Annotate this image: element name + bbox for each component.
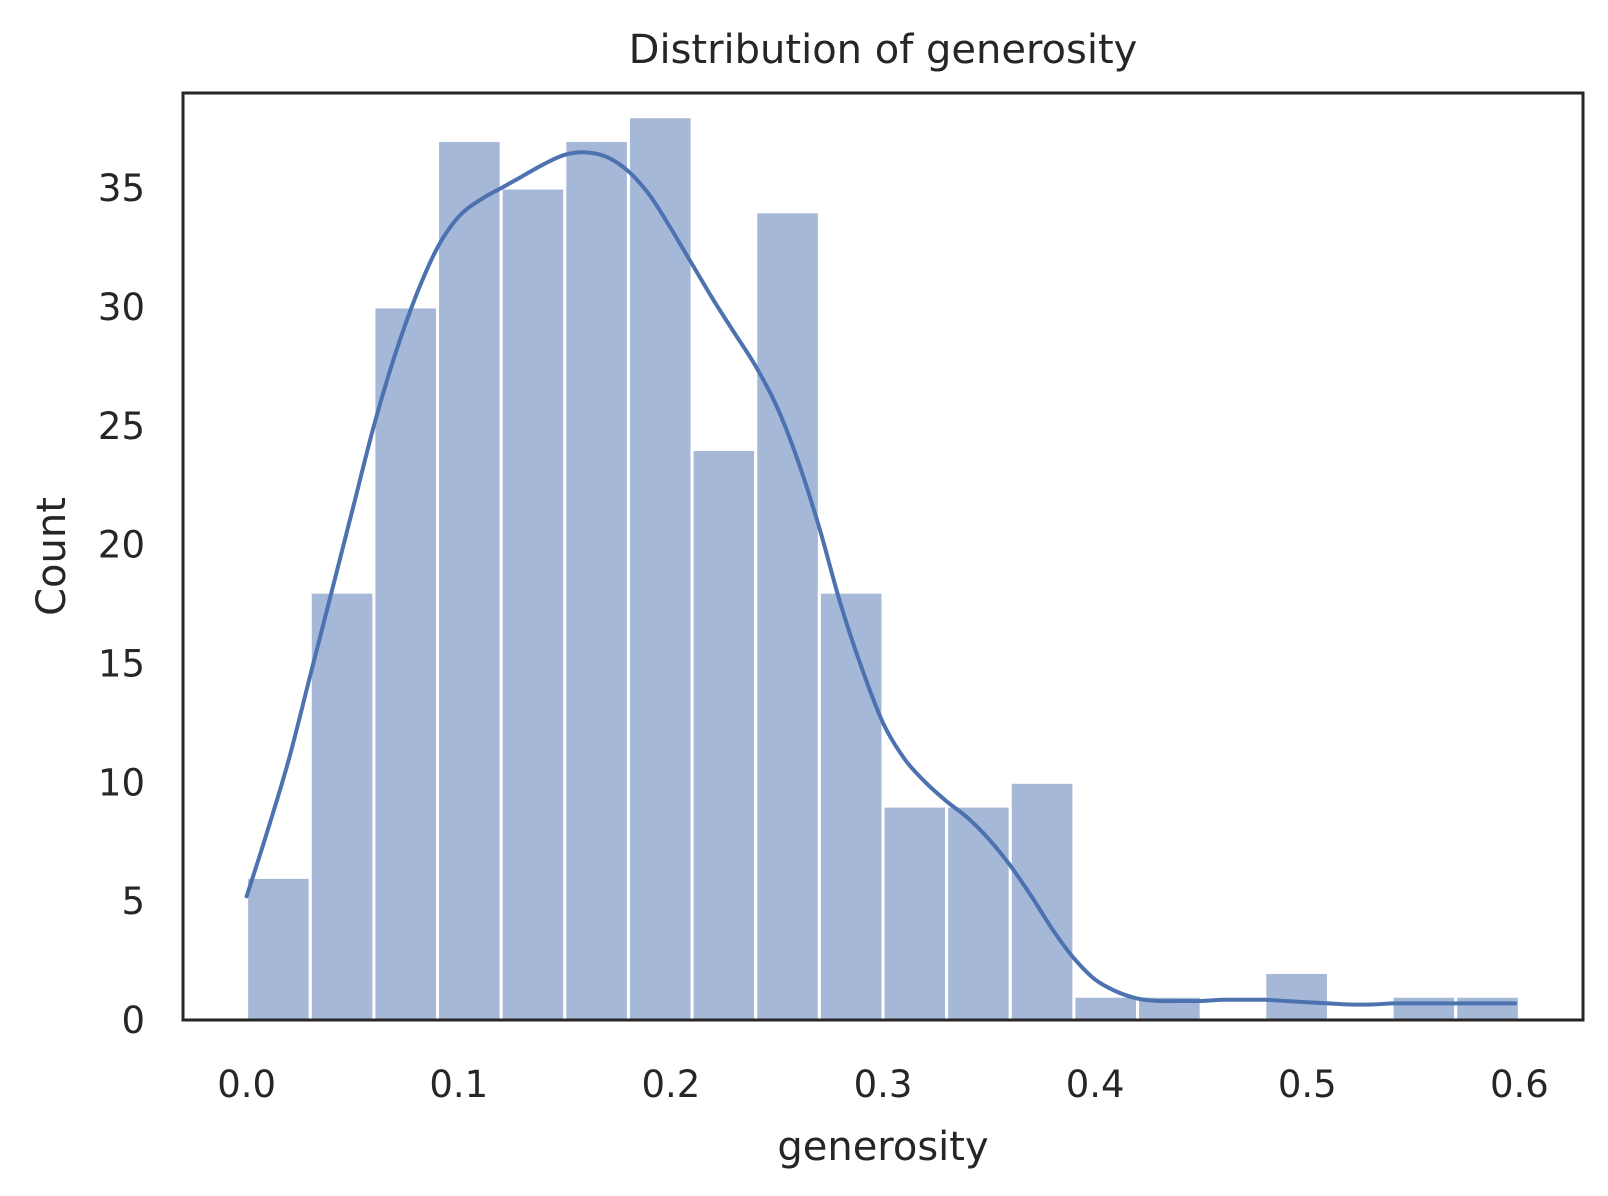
histogram-bar <box>563 139 630 1022</box>
y-axis-ticks: 0 5 10 15 20 25 30 35 <box>98 167 145 1042</box>
y-tick-label: 30 <box>98 286 145 329</box>
histogram-bar <box>690 448 758 1022</box>
histogram-bar <box>436 139 503 1022</box>
histogram-bar <box>245 875 312 1022</box>
x-tick-label: 0.0 <box>217 1063 276 1106</box>
y-tick-label: 0 <box>121 999 145 1042</box>
chart-title: Distribution of generosity <box>629 27 1138 73</box>
x-tick-label: 0.6 <box>1490 1063 1549 1106</box>
y-tick-label: 25 <box>98 405 145 448</box>
y-tick-label: 5 <box>121 880 145 923</box>
histogram-bar <box>499 186 567 1022</box>
x-tick-label: 0.3 <box>854 1063 913 1106</box>
y-tick-label: 20 <box>98 524 145 567</box>
histogram-bar <box>881 804 949 1022</box>
histogram-bar <box>754 210 821 1022</box>
y-tick-label: 10 <box>98 761 145 804</box>
histogram-bar <box>945 804 1012 1022</box>
y-tick-label: 15 <box>98 642 145 685</box>
histogram-bar <box>626 115 694 1022</box>
y-axis-label: Count <box>29 497 75 616</box>
x-axis-ticks: 0.0 0.1 0.2 0.3 0.4 0.5 0.6 <box>217 1063 1549 1106</box>
plot-frame <box>181 91 1585 1022</box>
histogram-bar <box>1263 970 1330 1022</box>
kde-curve <box>244 150 1518 1007</box>
x-tick-label: 0.2 <box>641 1063 700 1106</box>
histogram-bar <box>372 305 440 1022</box>
y-tick-label: 35 <box>98 167 145 210</box>
histogram-bars <box>245 115 1521 1022</box>
x-tick-label: 0.5 <box>1278 1063 1337 1106</box>
x-tick-label: 0.1 <box>429 1063 488 1106</box>
histogram-bar <box>308 590 376 1022</box>
histogram-bar <box>1390 994 1458 1022</box>
x-tick-label: 0.4 <box>1066 1063 1125 1106</box>
histogram-bar <box>1454 994 1521 1022</box>
x-axis-label: generosity <box>777 1124 988 1170</box>
histogram-bar <box>1008 780 1076 1022</box>
histogram-bar <box>817 590 885 1022</box>
histogram-bar <box>1072 994 1140 1022</box>
